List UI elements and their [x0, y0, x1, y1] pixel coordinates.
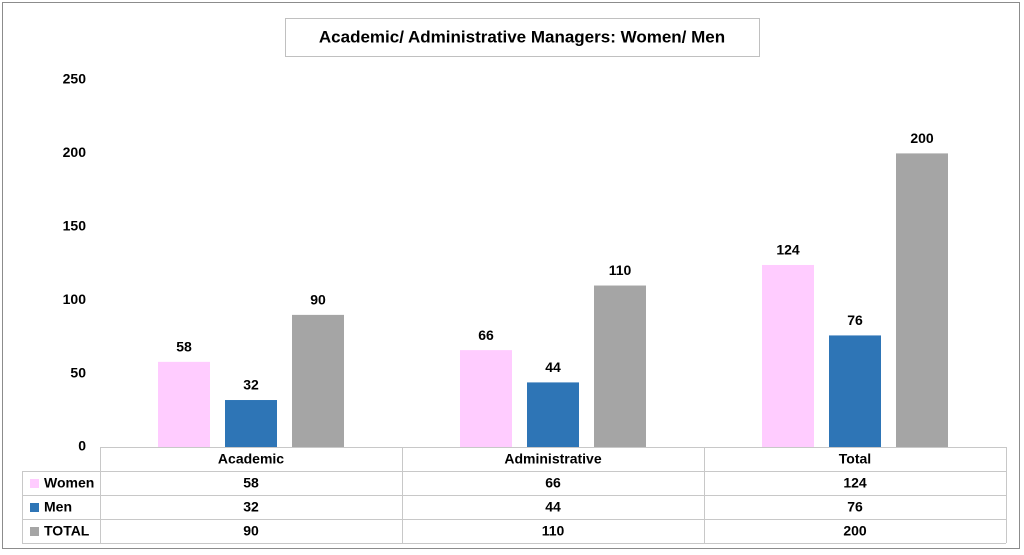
x-tick-label: Total — [839, 451, 871, 467]
value-label: 66 — [478, 327, 494, 343]
bar — [292, 314, 344, 447]
value-label: 76 — [847, 312, 863, 328]
value-label: 32 — [243, 377, 259, 393]
value-label: 44 — [545, 359, 561, 375]
y-tick-label: 200 — [63, 144, 87, 160]
bar — [762, 264, 814, 447]
table-value: 58 — [243, 475, 259, 491]
title-box — [285, 18, 760, 57]
bar — [158, 361, 210, 447]
table-value: 200 — [843, 523, 867, 539]
table-value: 110 — [542, 523, 565, 539]
legend-label: Women — [44, 475, 94, 491]
value-label: 90 — [310, 292, 326, 308]
bar — [896, 153, 948, 447]
legend-swatch — [30, 527, 39, 536]
bar — [829, 335, 881, 447]
table-value: 44 — [545, 499, 561, 515]
legend-swatch — [30, 479, 39, 488]
table-value: 90 — [243, 523, 259, 539]
y-tick-label: 150 — [63, 218, 87, 234]
legend-swatch — [30, 503, 39, 512]
table-value: 66 — [545, 475, 561, 491]
y-tick-label: 50 — [70, 364, 86, 380]
value-label: 124 — [776, 242, 800, 258]
legend-label: Men — [44, 499, 72, 515]
y-tick-label: 100 — [63, 291, 87, 307]
value-label: 110 — [609, 262, 632, 278]
bar — [527, 382, 579, 447]
x-tick-label: Academic — [218, 451, 284, 467]
chart-title: Academic/ Administrative Managers: Women… — [319, 27, 725, 46]
bar — [594, 285, 646, 447]
bar — [460, 350, 512, 447]
bar — [225, 400, 277, 447]
table-value: 124 — [843, 475, 867, 491]
chart-border — [2, 2, 1020, 549]
table-value: 76 — [847, 499, 863, 515]
value-label: 200 — [910, 130, 934, 146]
x-tick-label: Administrative — [504, 451, 601, 467]
y-tick-label: 250 — [63, 71, 87, 87]
legend-label: TOTAL — [44, 523, 90, 539]
table-value: 32 — [243, 499, 259, 515]
y-tick-label: 0 — [78, 438, 86, 454]
value-label: 58 — [176, 339, 192, 355]
